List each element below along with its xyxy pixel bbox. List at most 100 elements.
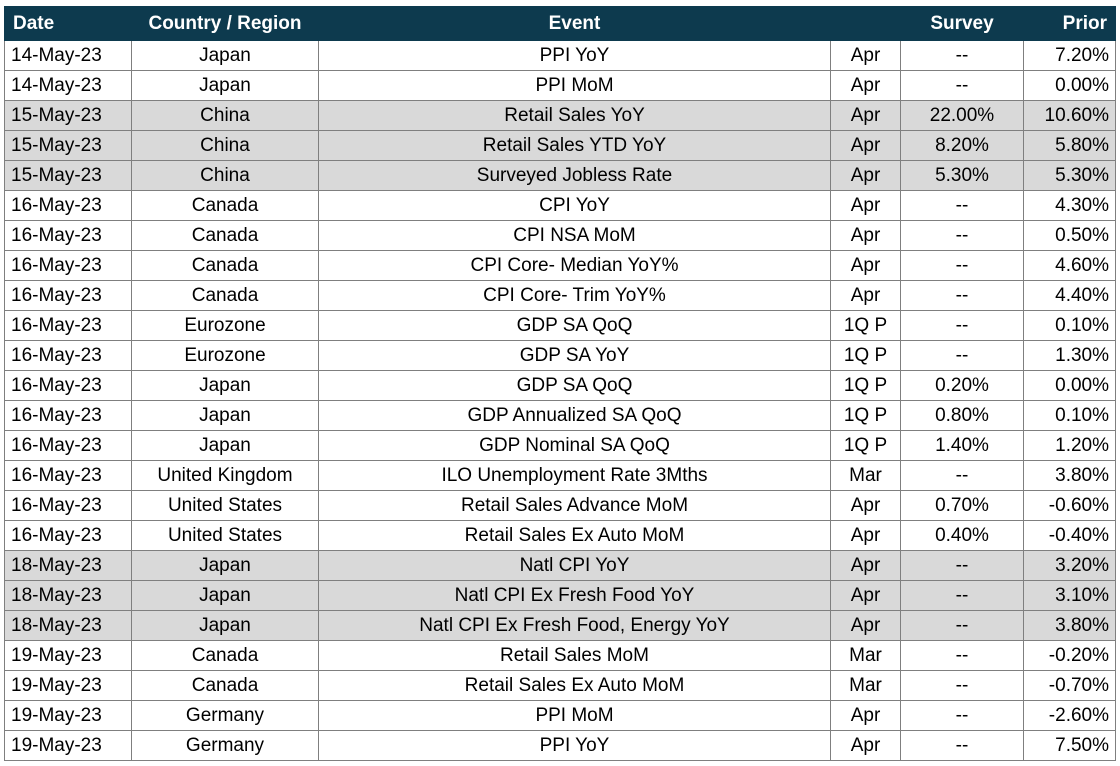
- table-cell: --: [900, 670, 1024, 701]
- table-cell: CPI NSA MoM: [318, 220, 831, 251]
- table-cell: Apr: [830, 730, 901, 761]
- table-cell: 1.40%: [900, 430, 1024, 461]
- table-cell: -0.70%: [1023, 670, 1116, 701]
- table-cell: Canada: [131, 220, 319, 251]
- table-cell: Apr: [830, 190, 901, 221]
- table-cell: Apr: [830, 490, 901, 521]
- table-cell: 14-May-23: [4, 40, 132, 71]
- table-cell: Canada: [131, 190, 319, 221]
- table-cell: 1.20%: [1023, 430, 1116, 461]
- table-cell: --: [900, 250, 1024, 281]
- header-cell: Survey: [900, 6, 1024, 41]
- table-cell: 10.60%: [1023, 100, 1116, 131]
- header-row: Date Country / Region Event Survey Prior: [4, 6, 1116, 41]
- table-cell: Natl CPI Ex Fresh Food, Energy YoY: [318, 610, 831, 641]
- header-cell: Country / Region: [131, 6, 319, 41]
- table-row: 14-May-23 Japan PPI YoY Apr -- 7.20%: [4, 40, 1116, 71]
- table-cell: 0.00%: [1023, 370, 1116, 401]
- table-cell: Apr: [830, 220, 901, 251]
- table-cell: 16-May-23: [4, 220, 132, 251]
- table-cell: Eurozone: [131, 340, 319, 371]
- table-cell: Apr: [830, 250, 901, 281]
- table-cell: Canada: [131, 280, 319, 311]
- table-cell: 14-May-23: [4, 70, 132, 101]
- table-cell: Mar: [830, 640, 901, 671]
- table-cell: GDP SA QoQ: [318, 310, 831, 341]
- table-cell: 18-May-23: [4, 550, 132, 581]
- table-row: 19-May-23 Canada Retail Sales Ex Auto MoM M…: [4, 670, 1116, 701]
- table-cell: Japan: [131, 550, 319, 581]
- table-cell: 1Q P: [830, 310, 901, 341]
- table-cell: 0.10%: [1023, 400, 1116, 431]
- table-cell: Retail Sales Advance MoM: [318, 490, 831, 521]
- table-cell: 1Q P: [830, 370, 901, 401]
- table-cell: 16-May-23: [4, 460, 132, 491]
- table-cell: CPI Core- Trim YoY%: [318, 280, 831, 311]
- table-cell: Japan: [131, 370, 319, 401]
- table-cell: 15-May-23: [4, 160, 132, 191]
- calendar-table: Date Country / Region Event Survey Prior…: [4, 6, 1116, 761]
- table-cell: 15-May-23: [4, 130, 132, 161]
- table-cell: PPI MoM: [318, 700, 831, 731]
- table-cell: Apr: [830, 130, 901, 161]
- table-row: 15-May-23 China Retail Sales YTD YoY Apr 8.2…: [4, 130, 1116, 161]
- table-cell: PPI YoY: [318, 40, 831, 71]
- table-cell: -0.40%: [1023, 520, 1116, 551]
- table-cell: 1Q P: [830, 340, 901, 371]
- table-cell: Apr: [830, 40, 901, 71]
- table-cell: 16-May-23: [4, 310, 132, 341]
- table-cell: Canada: [131, 670, 319, 701]
- table-cell: United States: [131, 520, 319, 551]
- table-cell: 16-May-23: [4, 520, 132, 551]
- table-cell: 18-May-23: [4, 580, 132, 611]
- table-row: 14-May-23 Japan PPI MoM Apr -- 0.00%: [4, 70, 1116, 101]
- table-cell: Canada: [131, 250, 319, 281]
- table-cell: Retail Sales MoM: [318, 640, 831, 671]
- table-cell: 5.30%: [900, 160, 1024, 191]
- table-cell: --: [900, 280, 1024, 311]
- table-cell: 1.30%: [1023, 340, 1116, 371]
- table-cell: 3.80%: [1023, 460, 1116, 491]
- table-cell: --: [900, 340, 1024, 371]
- table-cell: Japan: [131, 610, 319, 641]
- table-row: 16-May-23 Eurozone GDP SA QoQ 1Q P -- 0.10%: [4, 310, 1116, 341]
- table-cell: Canada: [131, 640, 319, 671]
- table-cell: --: [900, 640, 1024, 671]
- table-cell: Apr: [830, 70, 901, 101]
- table-row: 16-May-23 Canada CPI NSA MoM Apr -- 0.50%: [4, 220, 1116, 251]
- table-cell: Retail Sales YoY: [318, 100, 831, 131]
- table-row: 18-May-23 Japan Natl CPI YoY Apr -- 3.20%: [4, 550, 1116, 581]
- table-cell: 16-May-23: [4, 370, 132, 401]
- table-row: 16-May-23 United Kingdom ILO Unemployment …: [4, 460, 1116, 491]
- table-cell: 22.00%: [900, 100, 1024, 131]
- table-cell: --: [900, 460, 1024, 491]
- table-cell: -0.20%: [1023, 640, 1116, 671]
- table-cell: 5.80%: [1023, 130, 1116, 161]
- table-cell: 18-May-23: [4, 610, 132, 641]
- table-cell: Apr: [830, 550, 901, 581]
- table-cell: 5.30%: [1023, 160, 1116, 191]
- table-cell: -2.60%: [1023, 700, 1116, 731]
- table-cell: GDP SA YoY: [318, 340, 831, 371]
- table-row: 19-May-23 Germany PPI YoY Apr -- 7.50%: [4, 730, 1116, 761]
- table-cell: 15-May-23: [4, 100, 132, 131]
- table-cell: China: [131, 160, 319, 191]
- table-cell: --: [900, 40, 1024, 71]
- table-cell: 19-May-23: [4, 670, 132, 701]
- table-row: 16-May-23 Canada CPI Core- Median YoY% Apr -…: [4, 250, 1116, 281]
- table-cell: Eurozone: [131, 310, 319, 341]
- table-cell: PPI YoY: [318, 730, 831, 761]
- table-cell: China: [131, 100, 319, 131]
- table-body: 14-May-23 Japan PPI YoY Apr -- 7.20% 14-May-23…: [4, 40, 1116, 761]
- table-cell: ILO Unemployment Rate 3Mths: [318, 460, 831, 491]
- table-row: 16-May-23 Canada CPI Core- Trim YoY% Apr -- 4…: [4, 280, 1116, 311]
- header-cell: Event: [318, 6, 831, 41]
- table-cell: Japan: [131, 580, 319, 611]
- table-cell: China: [131, 130, 319, 161]
- table-cell: 1Q P: [830, 400, 901, 431]
- table-cell: Germany: [131, 730, 319, 761]
- table-cell: --: [900, 310, 1024, 341]
- table-cell: Retail Sales Ex Auto MoM: [318, 670, 831, 701]
- table-row: 19-May-23 Germany PPI MoM Apr -- -2.60%: [4, 700, 1116, 731]
- table-cell: 4.30%: [1023, 190, 1116, 221]
